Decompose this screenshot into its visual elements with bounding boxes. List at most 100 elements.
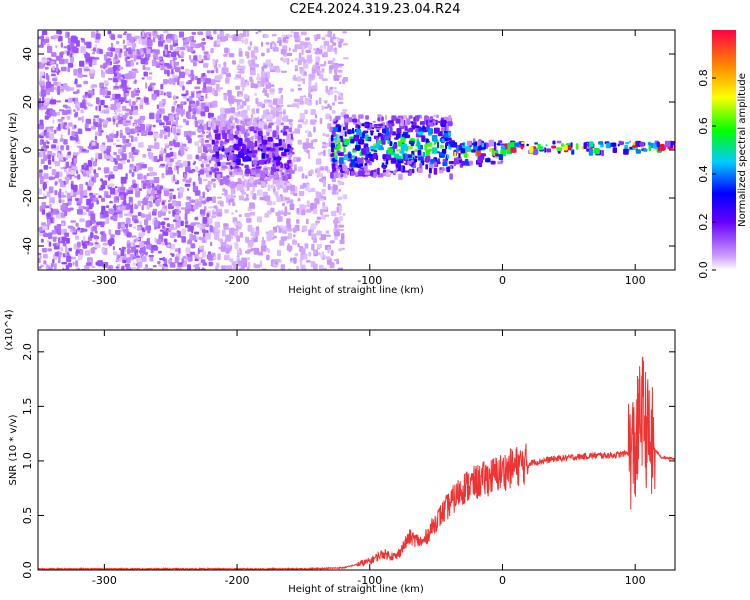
heatmap-cell [205,78,211,84]
heatmap-cell [61,194,66,198]
heatmap-cell [41,209,45,215]
heatmap-cell [139,124,146,131]
heatmap-cell [149,112,155,120]
heatmap-cell [181,236,186,243]
heatmap-cell [91,141,96,146]
heatmap-cell [561,143,565,147]
heatmap-cell [389,141,393,147]
heatmap-cell [182,178,186,182]
heatmap-cell [237,34,242,42]
heatmap-cell [164,126,168,133]
heatmap-cell [364,162,368,166]
heatmap-cell [181,93,187,97]
heatmap-cell [439,167,442,170]
heatmap-cell [177,221,181,228]
heatmap-cell [288,267,291,270]
heatmap-cell [160,61,165,64]
heatmap-cell [137,200,141,207]
heatmap-cell [115,266,119,269]
heatmap-cell [102,242,109,246]
heatmap-cell [378,146,384,151]
heatmap-cell [125,192,128,196]
heatmap-cell [59,138,64,143]
heatmap-cell [213,168,220,172]
heatmap-cell [123,213,129,216]
heatmap-cell [446,137,452,141]
heatmap-cell [382,128,387,134]
heatmap-cell [338,248,343,252]
heatmap-cell [428,148,432,152]
heatmap-cell [493,145,497,151]
heatmap-cell [98,49,103,54]
heatmap-cell [46,81,52,89]
heatmap-cell [323,40,330,46]
heatmap-cell [209,262,214,266]
heatmap-cell [104,80,109,85]
heatmap-cell [111,237,115,245]
heatmap-cell [247,60,252,64]
heatmap-cell [161,201,165,205]
heatmap-cell [93,192,99,195]
heatmap-cell [133,70,139,74]
heatmap-cell [429,116,434,119]
heatmap-cell [304,98,310,105]
heatmap-cell [329,89,334,95]
heatmap-cell [208,206,214,209]
heatmap-cell [270,42,273,50]
heatmap-cell [110,42,114,48]
heatmap-cell [355,163,358,167]
heatmap-cell [115,41,120,45]
heatmap-cell [227,122,230,129]
heatmap-cell [341,233,345,240]
heatmap-cell [38,97,41,104]
heatmap-cell [302,142,309,150]
heatmap-cell [329,240,335,244]
heatmap-cell [143,267,149,270]
heatmap-cell [191,131,196,135]
heatmap-cell [52,112,57,117]
heatmap-cell [447,121,453,127]
heatmap-cell [57,118,63,122]
heatmap-cell [410,125,416,128]
heatmap-cell [293,192,298,196]
heatmap-cell [159,122,165,126]
heatmap-cell [95,33,101,40]
heatmap-cell [169,44,173,51]
heatmap-cell [189,251,195,255]
heatmap-cell [364,172,371,176]
heatmap-cell [63,46,68,49]
heatmap-cell [261,153,266,159]
heatmap-cell [407,160,412,165]
heatmap-cell [358,170,364,177]
heatmap-cell [225,197,229,203]
heatmap-cell [108,177,111,181]
heatmap-cell [242,123,246,128]
heatmap-cell [233,221,238,226]
heatmap-cell [250,171,256,176]
heatmap-cell [53,138,58,144]
heatmap-cell [83,189,88,196]
heatmap-cell [67,151,71,156]
y-tick-label: 1.0 [21,452,34,470]
heatmap-cell [202,191,205,199]
heatmap-cell [660,144,665,151]
heatmap-cell [321,257,325,260]
heatmap-cell [252,231,256,239]
heatmap-cell [71,130,75,138]
heatmap-cell [159,185,163,190]
heatmap-cell [82,195,88,198]
heatmap-cell [125,120,131,123]
heatmap-cell [224,108,231,114]
heatmap-cell [103,90,108,94]
heatmap-cell [425,164,428,170]
heatmap-cell [55,45,58,49]
heatmap-cell [331,61,335,66]
heatmap-cell [313,126,316,133]
heatmap-cell [495,153,501,157]
heatmap-cell [142,198,148,206]
heatmap-cell [316,34,321,39]
heatmap-cell [271,175,277,179]
heatmap-cell [205,93,208,99]
heatmap-cell [173,127,177,135]
heatmap-cell [86,164,89,171]
